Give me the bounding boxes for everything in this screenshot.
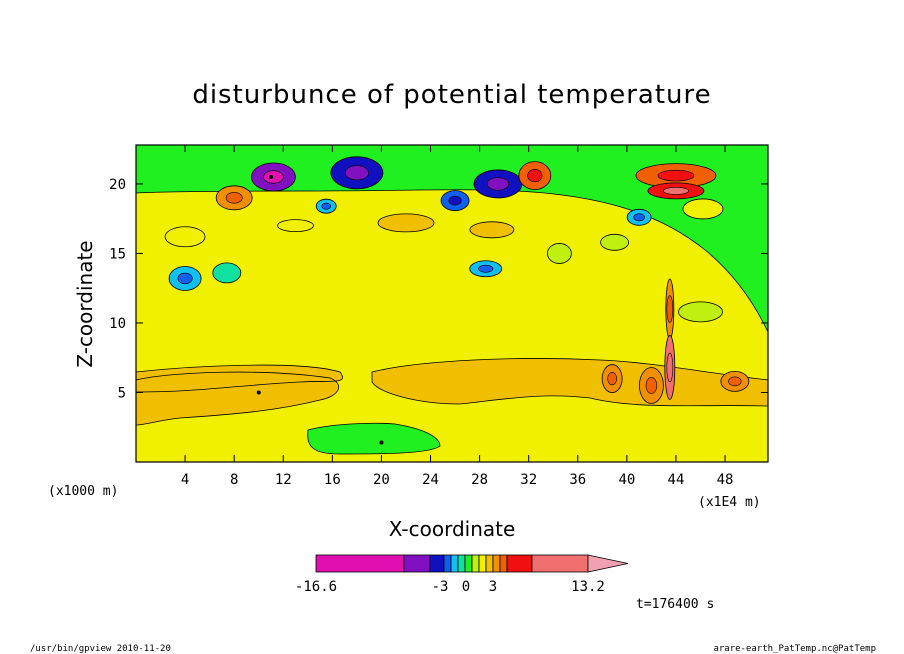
x-units-label: (x1E4 m) (698, 495, 761, 510)
y-tick-label: 20 (109, 177, 126, 193)
field-cell (600, 233, 630, 251)
footer-right: arare-earth_PatTemp.nc@PatTemp (713, 644, 876, 654)
plot-frame (135, 144, 769, 463)
colorbar-segment (492, 554, 501, 573)
warm-band (136, 364, 343, 426)
field-cell (377, 213, 435, 233)
colorbar-segment (499, 554, 508, 573)
colorbar-overflow-arrow (587, 554, 629, 573)
field-cell-core (645, 377, 658, 394)
colorbar-labels: -16.6 -3 0 3 13.2 (295, 579, 605, 595)
field-cell-core (448, 195, 462, 206)
colorbar-label: 0 (462, 579, 470, 595)
x-tick-label: 12 (275, 472, 292, 488)
colorbar-segment (450, 554, 459, 573)
region-marker (268, 174, 273, 179)
colorbar-segment (315, 554, 405, 573)
field-cell-core (666, 352, 674, 383)
field-cell (546, 243, 572, 264)
colorbar-label: -16.6 (295, 579, 337, 595)
field-cell-core (486, 177, 510, 191)
x-tick-label: 4 (181, 472, 189, 488)
x-axis: 4 8 12 16 20 24 28 32 36 40 44 48 (181, 145, 734, 488)
region-marker (379, 440, 384, 445)
y-units-label: (x1000 m) (48, 484, 118, 499)
chart-title: disturbunce of potential temperature (192, 80, 711, 110)
y-tick-label: 10 (109, 316, 126, 332)
colorbar-label: 13.2 (571, 579, 605, 595)
plot-area (136, 145, 768, 462)
colorbar-label: -3 (432, 579, 449, 595)
x-tick-label: 16 (324, 472, 341, 488)
colorbar-segment (443, 554, 452, 573)
field-cell-core (321, 202, 332, 210)
y-axis-label: Z-coordinate (73, 240, 97, 367)
field-cell-core (225, 192, 243, 204)
field-cell (678, 301, 723, 323)
field-cell (212, 262, 242, 284)
x-tick-label: 40 (618, 472, 635, 488)
field-cell-core (633, 213, 645, 222)
field-cell-core (666, 295, 674, 323)
colorbar-segment (457, 554, 466, 573)
field-cell (277, 219, 314, 233)
surface-green-patch (307, 422, 441, 455)
field-cell-core (344, 165, 369, 181)
x-tick-label: 8 (230, 472, 238, 488)
field-cell-core (177, 272, 193, 285)
x-tick-label: 24 (422, 472, 439, 488)
field-cell (469, 221, 515, 239)
colorbar-segment (403, 554, 431, 573)
field-cell (164, 226, 206, 248)
colorbar-segment (506, 554, 533, 573)
colorbar-segment (531, 554, 589, 573)
x-tick-label: 48 (717, 472, 734, 488)
footer-left: /usr/bin/gpview 2010-11-20 (30, 644, 171, 654)
x-tick-label: 32 (520, 472, 537, 488)
field-cell-core (663, 186, 689, 195)
y-tick-label: 5 (118, 385, 126, 401)
field-cell-core (527, 168, 543, 183)
y-tick-label: 15 (109, 246, 126, 262)
y-axis: 5 10 15 20 (109, 177, 768, 401)
contour-blobs (164, 156, 750, 445)
field-cell-core (657, 169, 695, 182)
colorbar-segment (464, 554, 473, 573)
field-cell-core (607, 371, 617, 386)
x-tick-label: 44 (668, 472, 685, 488)
colorbar-segment (485, 554, 494, 573)
x-tick-label: 36 (569, 472, 586, 488)
field-cell-core (263, 170, 284, 184)
time-label: t=176400 s (636, 597, 714, 612)
x-axis-label: X-coordinate (389, 517, 516, 541)
x-tick-label: 28 (471, 472, 488, 488)
colorbar-segment (478, 554, 487, 573)
colorbar-segment (471, 554, 480, 573)
colorbar-label: 3 (489, 579, 497, 595)
field-cell-core (728, 376, 742, 387)
colorbar-segment (429, 554, 445, 573)
field-cell-core (478, 264, 494, 273)
colorbar (315, 554, 629, 573)
upper-green-zone (136, 145, 768, 333)
x-tick-label: 20 (373, 472, 390, 488)
region-marker (256, 390, 261, 395)
field-cell (682, 198, 724, 220)
